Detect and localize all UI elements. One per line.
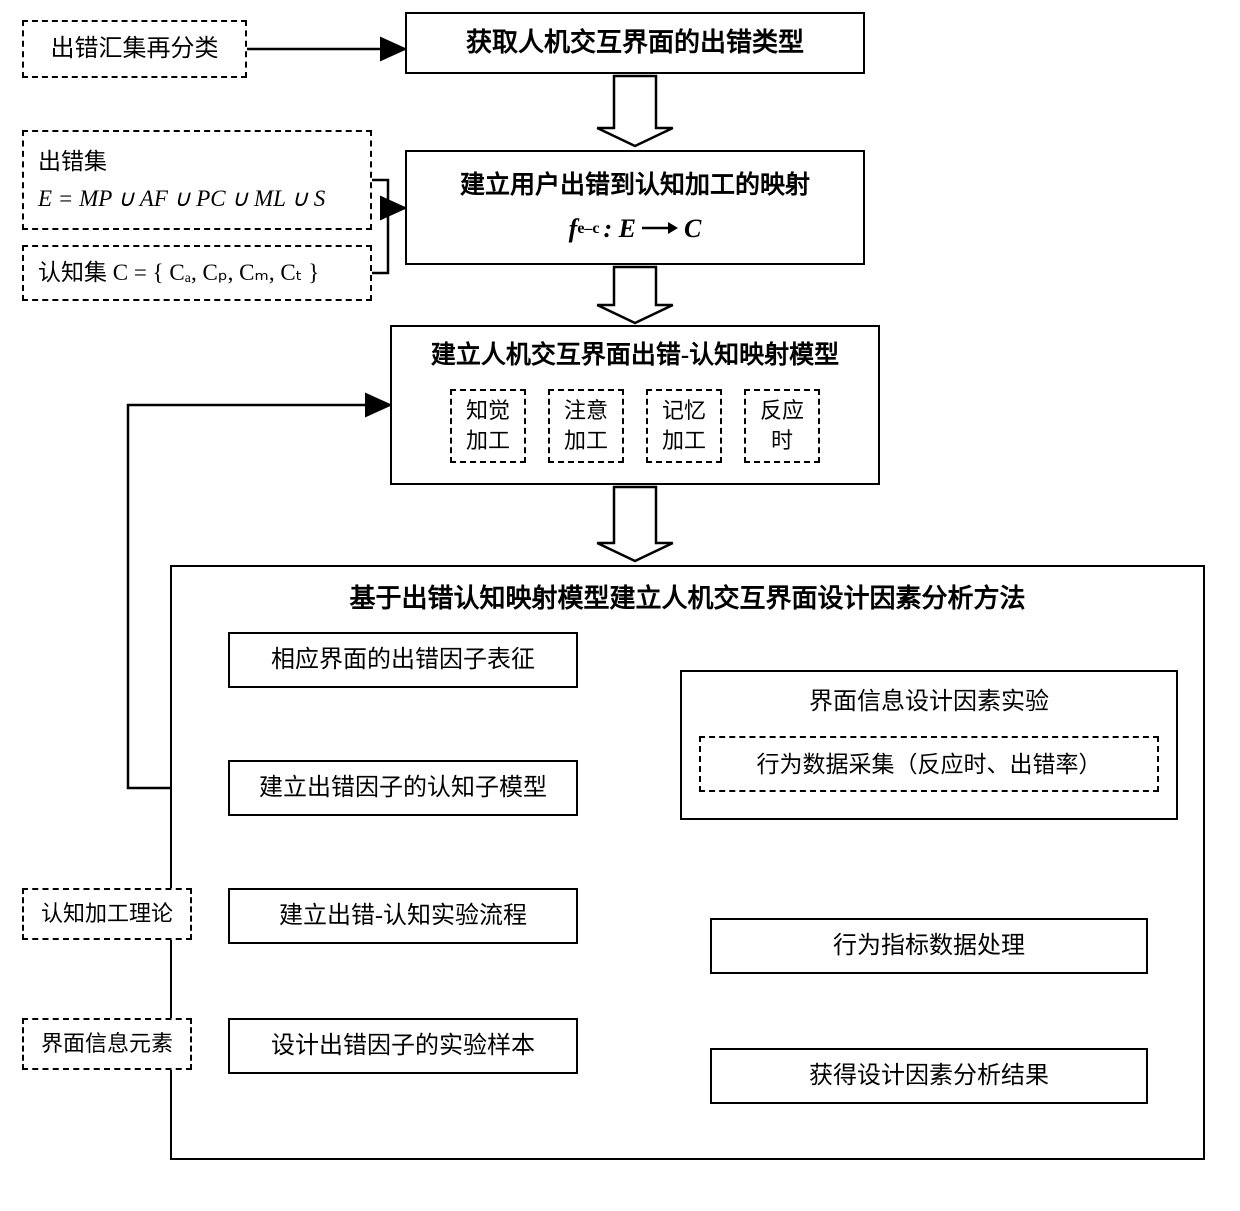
label: 认知加工理论 — [41, 899, 173, 929]
label: 认知集 C = { Cₐ, Cₚ, Cₘ, Cₜ } — [38, 257, 319, 288]
label: 获取人机交互界面的出错类型 — [466, 25, 804, 60]
node-interface-elements: 界面信息元素 — [22, 1018, 192, 1070]
label: 界面信息元素 — [41, 1029, 173, 1059]
node-analysis-result: 获得设计因素分析结果 — [710, 1048, 1148, 1104]
label: 出错汇集再分类 — [51, 33, 219, 65]
label: 建立出错因子的认知子模型 — [259, 772, 547, 804]
label-formula: E = MP ∪ AF ∪ PC ∪ ML ∪ S — [38, 183, 325, 214]
node-behavior-data-process: 行为指标数据处理 — [710, 918, 1148, 974]
node-error-factor-characterization: 相应界面的出错因子表征 — [228, 632, 578, 688]
label: 获得设计因素分析结果 — [809, 1060, 1049, 1092]
label: 界面信息设计因素实验 — [809, 686, 1049, 718]
node-design-factor-experiment: 界面信息设计因素实验 行为数据采集（反应时、出错率） — [680, 670, 1178, 820]
label: 建立出错-认知实验流程 — [279, 900, 527, 932]
node-error-set: 出错集 E = MP ∪ AF ∪ PC ∪ ML ∪ S — [22, 130, 372, 230]
label-line1: 建立用户出错到认知加工的映射 — [460, 169, 810, 203]
node-cognition-submodel: 建立出错因子的认知子模型 — [228, 760, 578, 816]
node-error-cognition-model: 建立人机交互界面出错-认知映射模型 知觉加工 注意加工 记忆加工 反应时 — [390, 325, 880, 485]
sub-memory: 记忆加工 — [646, 389, 722, 463]
sub-behavior-data-collect: 行为数据采集（反应时、出错率） — [699, 736, 1159, 792]
label: 设计出错因子的实验样本 — [271, 1030, 535, 1062]
node-get-error-types: 获取人机交互界面的出错类型 — [405, 12, 865, 74]
sub-attention: 注意加工 — [548, 389, 624, 463]
label: 行为指标数据处理 — [833, 930, 1025, 962]
label-title: 出错集 — [38, 146, 107, 177]
node-experiment-samples: 设计出错因子的实验样本 — [228, 1018, 578, 1074]
sub-perception: 知觉加工 — [450, 389, 526, 463]
node-experiment-flow: 建立出错-认知实验流程 — [228, 888, 578, 944]
node-cognition-theory: 认知加工理论 — [22, 888, 192, 940]
label-line2: fe–c : E C — [569, 211, 702, 246]
label: 建立人机交互界面出错-认知映射模型 — [431, 339, 839, 373]
node-cognition-set: 认知集 C = { Cₐ, Cₚ, Cₘ, Cₜ } — [22, 245, 372, 301]
label: 基于出错认知映射模型建立人机交互界面设计因素分析方法 — [349, 581, 1025, 616]
node-error-collect-reclassify: 出错汇集再分类 — [22, 20, 247, 78]
sub-reaction-time: 反应时 — [744, 389, 820, 463]
node-mapping-error-to-cognition: 建立用户出错到认知加工的映射 fe–c : E C — [405, 150, 865, 265]
label: 相应界面的出错因子表征 — [271, 644, 535, 676]
